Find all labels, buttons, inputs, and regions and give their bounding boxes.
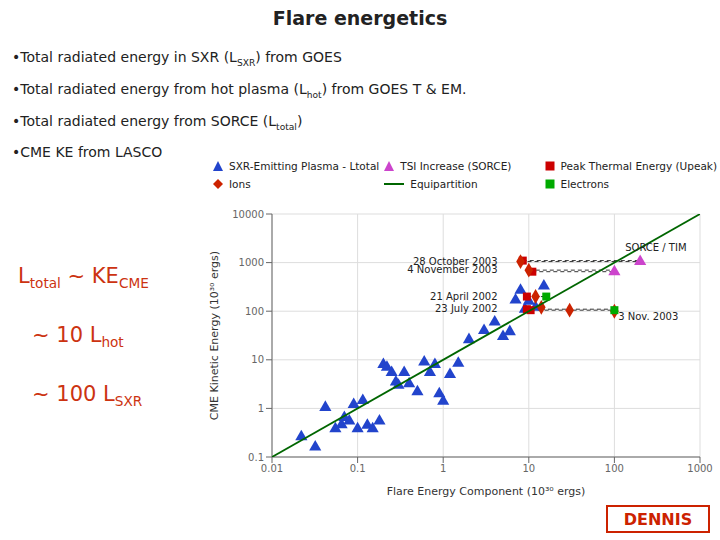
svg-text:23 July 2002: 23 July 2002: [435, 303, 498, 314]
svg-text:0.1: 0.1: [350, 463, 366, 474]
html-text:•CME KE from LASCO: •CME KE from LASCO: [12, 144, 163, 161]
html-text:SXR-Emitting Plasma - Ltotal: SXR-Emitting Plasma - Ltotal: [229, 160, 380, 172]
html-text:•Total radiated energy in SXR: •Total radiated energy in SXR (LSXR) fro…: [12, 49, 342, 68]
html-text:Equipartition: Equipartition: [410, 178, 478, 190]
html-text:TSI Increase (SORCE): TSI Increase (SORCE): [400, 160, 512, 172]
html-text:Ions: Ions: [229, 178, 251, 190]
html-text:•Total radiated energy from ho: •Total radiated energy from hot plasma (…: [12, 80, 467, 100]
svg-text:0.1: 0.1: [248, 452, 264, 463]
html-text:Ltotal~ KECME: Ltotal~ KECME: [18, 264, 149, 292]
svg-text:21 April 2002: 21 April 2002: [430, 291, 497, 302]
html-text:DENNIS: DENNIS: [623, 509, 693, 529]
svg-text:1: 1: [440, 463, 446, 474]
html-text:~ 100 LSXR: ~ 100 LSXR: [32, 382, 143, 410]
svg-text:Flare Energy Component (10³⁰ e: Flare Energy Component (10³⁰ ergs): [387, 485, 586, 498]
svg-text:1000: 1000: [687, 463, 712, 474]
svg-text:4 November 2003: 4 November 2003: [407, 264, 497, 275]
svg-text:0.01: 0.01: [261, 463, 283, 474]
html-text:•Total radiated energy from SO: •Total radiated energy from SORCE (Ltota…: [12, 112, 303, 132]
svg-text:SORCE / TIM: SORCE / TIM: [625, 242, 686, 253]
svg-text:3 Nov. 2003: 3 Nov. 2003: [618, 311, 678, 322]
svg-text:1: 1: [258, 403, 264, 414]
svg-text:10: 10: [251, 354, 264, 365]
svg-text:CME Kinetic Energy (10³⁰ ergs): CME Kinetic Energy (10³⁰ ergs): [208, 251, 221, 420]
html-text:Flare energetics: Flare energetics: [272, 7, 448, 29]
svg-text:28 October 2003: 28 October 2003: [413, 255, 498, 267]
svg-text:10: 10: [522, 463, 535, 474]
svg-text:100: 100: [245, 306, 264, 317]
html-text:Electrons: Electrons: [560, 178, 610, 190]
html-text:Peak Thermal Energy (Upeak): Peak Thermal Energy (Upeak): [560, 160, 717, 172]
html-text:~ 10 Lhot: ~ 10 Lhot: [32, 323, 124, 351]
svg-text:100: 100: [605, 463, 624, 474]
svg-text:1000: 1000: [239, 257, 264, 268]
svg-text:10000: 10000: [232, 209, 264, 220]
